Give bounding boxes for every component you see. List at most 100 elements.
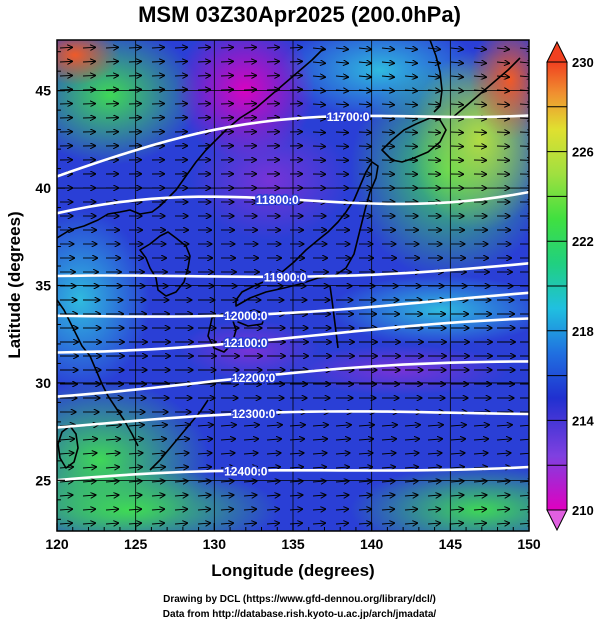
wind-arrow: [381, 467, 395, 468]
wind-arrow: [151, 495, 164, 496]
wind-arrow: [450, 481, 464, 482]
wind-arrow: [427, 104, 440, 105]
wind-arrow: [266, 75, 279, 76]
colorbar-tick-label: 226: [572, 145, 594, 160]
coast-ryukyu: [149, 399, 209, 471]
wind-arrow: [404, 118, 417, 119]
wind-arrow: [128, 61, 141, 62]
wind-arrow: [289, 495, 302, 496]
wind-arrow: [197, 523, 210, 524]
wind-arrow: [59, 523, 72, 524]
height-contour: [57, 114, 529, 178]
wind-arrow: [82, 495, 95, 496]
wind-arrow: [59, 509, 72, 510]
colorbar-tick-label: 218: [572, 324, 594, 339]
wind-arrow: [312, 132, 325, 133]
wind-arrow: [519, 453, 529, 454]
wind-arrow: [266, 481, 280, 482]
wind-arrow: [174, 453, 189, 454]
wind-arrow: [335, 523, 348, 524]
colorbar-tick-label: 222: [572, 234, 594, 249]
wind-arrow: [82, 523, 95, 524]
wind-arrow: [266, 61, 279, 62]
wind-arrow: [151, 467, 165, 468]
wind-arrow: [381, 509, 394, 510]
y-tick-label: 25: [35, 472, 51, 488]
wind-arrow: [473, 104, 486, 105]
wind-arrow: [197, 495, 210, 496]
wind-arrow: [128, 425, 144, 426]
wind-arrow: [335, 104, 348, 105]
x-tick-label: 145: [439, 536, 463, 552]
wind-arrow: [220, 75, 233, 76]
wind-arrow: [404, 104, 417, 105]
wind-arrow: [450, 48, 463, 49]
wind-arrow: [335, 118, 348, 119]
wind-arrow: [243, 75, 256, 76]
wind-arrow: [450, 467, 464, 468]
wind-arrow: [105, 425, 121, 426]
map-title: MSM 03Z30Apr2025 (200.0hPa): [138, 2, 461, 27]
wind-arrow: [496, 132, 509, 133]
y-tick-label: 45: [35, 83, 51, 99]
wind-arrow: [381, 523, 394, 524]
wind-arrow: [404, 132, 417, 133]
wind-arrow: [335, 509, 348, 510]
height-contour: [57, 190, 529, 215]
wind-arrow: [335, 495, 348, 496]
wind-arrow: [496, 425, 512, 426]
wind-arrow: [473, 76, 486, 77]
wind-arrow: [404, 62, 417, 63]
coastlines: [57, 40, 521, 471]
wind-arrow: [358, 439, 373, 440]
wind-arrow: [243, 47, 256, 48]
wind-arrow: [243, 481, 257, 482]
wind-arrow: [289, 453, 304, 454]
wind-arrow: [473, 425, 489, 426]
coast-korea: [139, 231, 191, 297]
wind-arrow: [266, 453, 281, 454]
wind-arrow: [473, 62, 486, 63]
wind-arrow: [220, 481, 234, 482]
wind-arrow: [289, 509, 302, 510]
wind-arrow: [174, 509, 187, 510]
wind-arrow: [473, 467, 487, 468]
wind-arrow: [151, 425, 167, 426]
contour-label: 12100.0: [224, 336, 268, 350]
wind-arrow: [358, 509, 371, 510]
colorbar-tick-label: 210: [572, 503, 594, 518]
colorbar-ticks: 210 214 218 222 226 230: [547, 55, 594, 518]
wind-arrow: [105, 453, 120, 454]
wind-arrow: [496, 453, 511, 454]
wind-arrow: [128, 439, 143, 440]
wind-arrow: [174, 425, 190, 426]
coast-sakhalin: [429, 40, 443, 113]
wind-arrow: [105, 523, 118, 524]
wind-arrow: [404, 453, 419, 454]
wind-arrow: [151, 61, 164, 62]
wind-arrow: [312, 523, 325, 524]
wind-arrow: [312, 509, 325, 510]
wind-arrow: [243, 425, 259, 426]
wind-arrow: [220, 509, 233, 510]
wind-arrow: [473, 523, 486, 524]
wind-arrow: [266, 47, 279, 48]
wind-arrow: [404, 509, 417, 510]
wind-arrow: [105, 467, 119, 468]
wind-arrow: [450, 453, 465, 454]
wind-arrow: [174, 481, 188, 482]
wind-arrow: [358, 467, 372, 468]
wind-arrow: [220, 61, 233, 62]
wind-arrow: [427, 523, 440, 524]
wind-arrow: [381, 439, 396, 440]
wind-arrow: [289, 61, 302, 62]
wind-arrow: [151, 453, 166, 454]
coast-shikoku: [237, 309, 267, 327]
wind-arrow: [335, 439, 350, 440]
wind-arrow: [381, 118, 394, 119]
wind-arrow: [404, 467, 418, 468]
wind-arrow: [105, 495, 118, 496]
wind-arrow: [496, 481, 510, 482]
contour-label: 12300.0: [232, 407, 276, 421]
